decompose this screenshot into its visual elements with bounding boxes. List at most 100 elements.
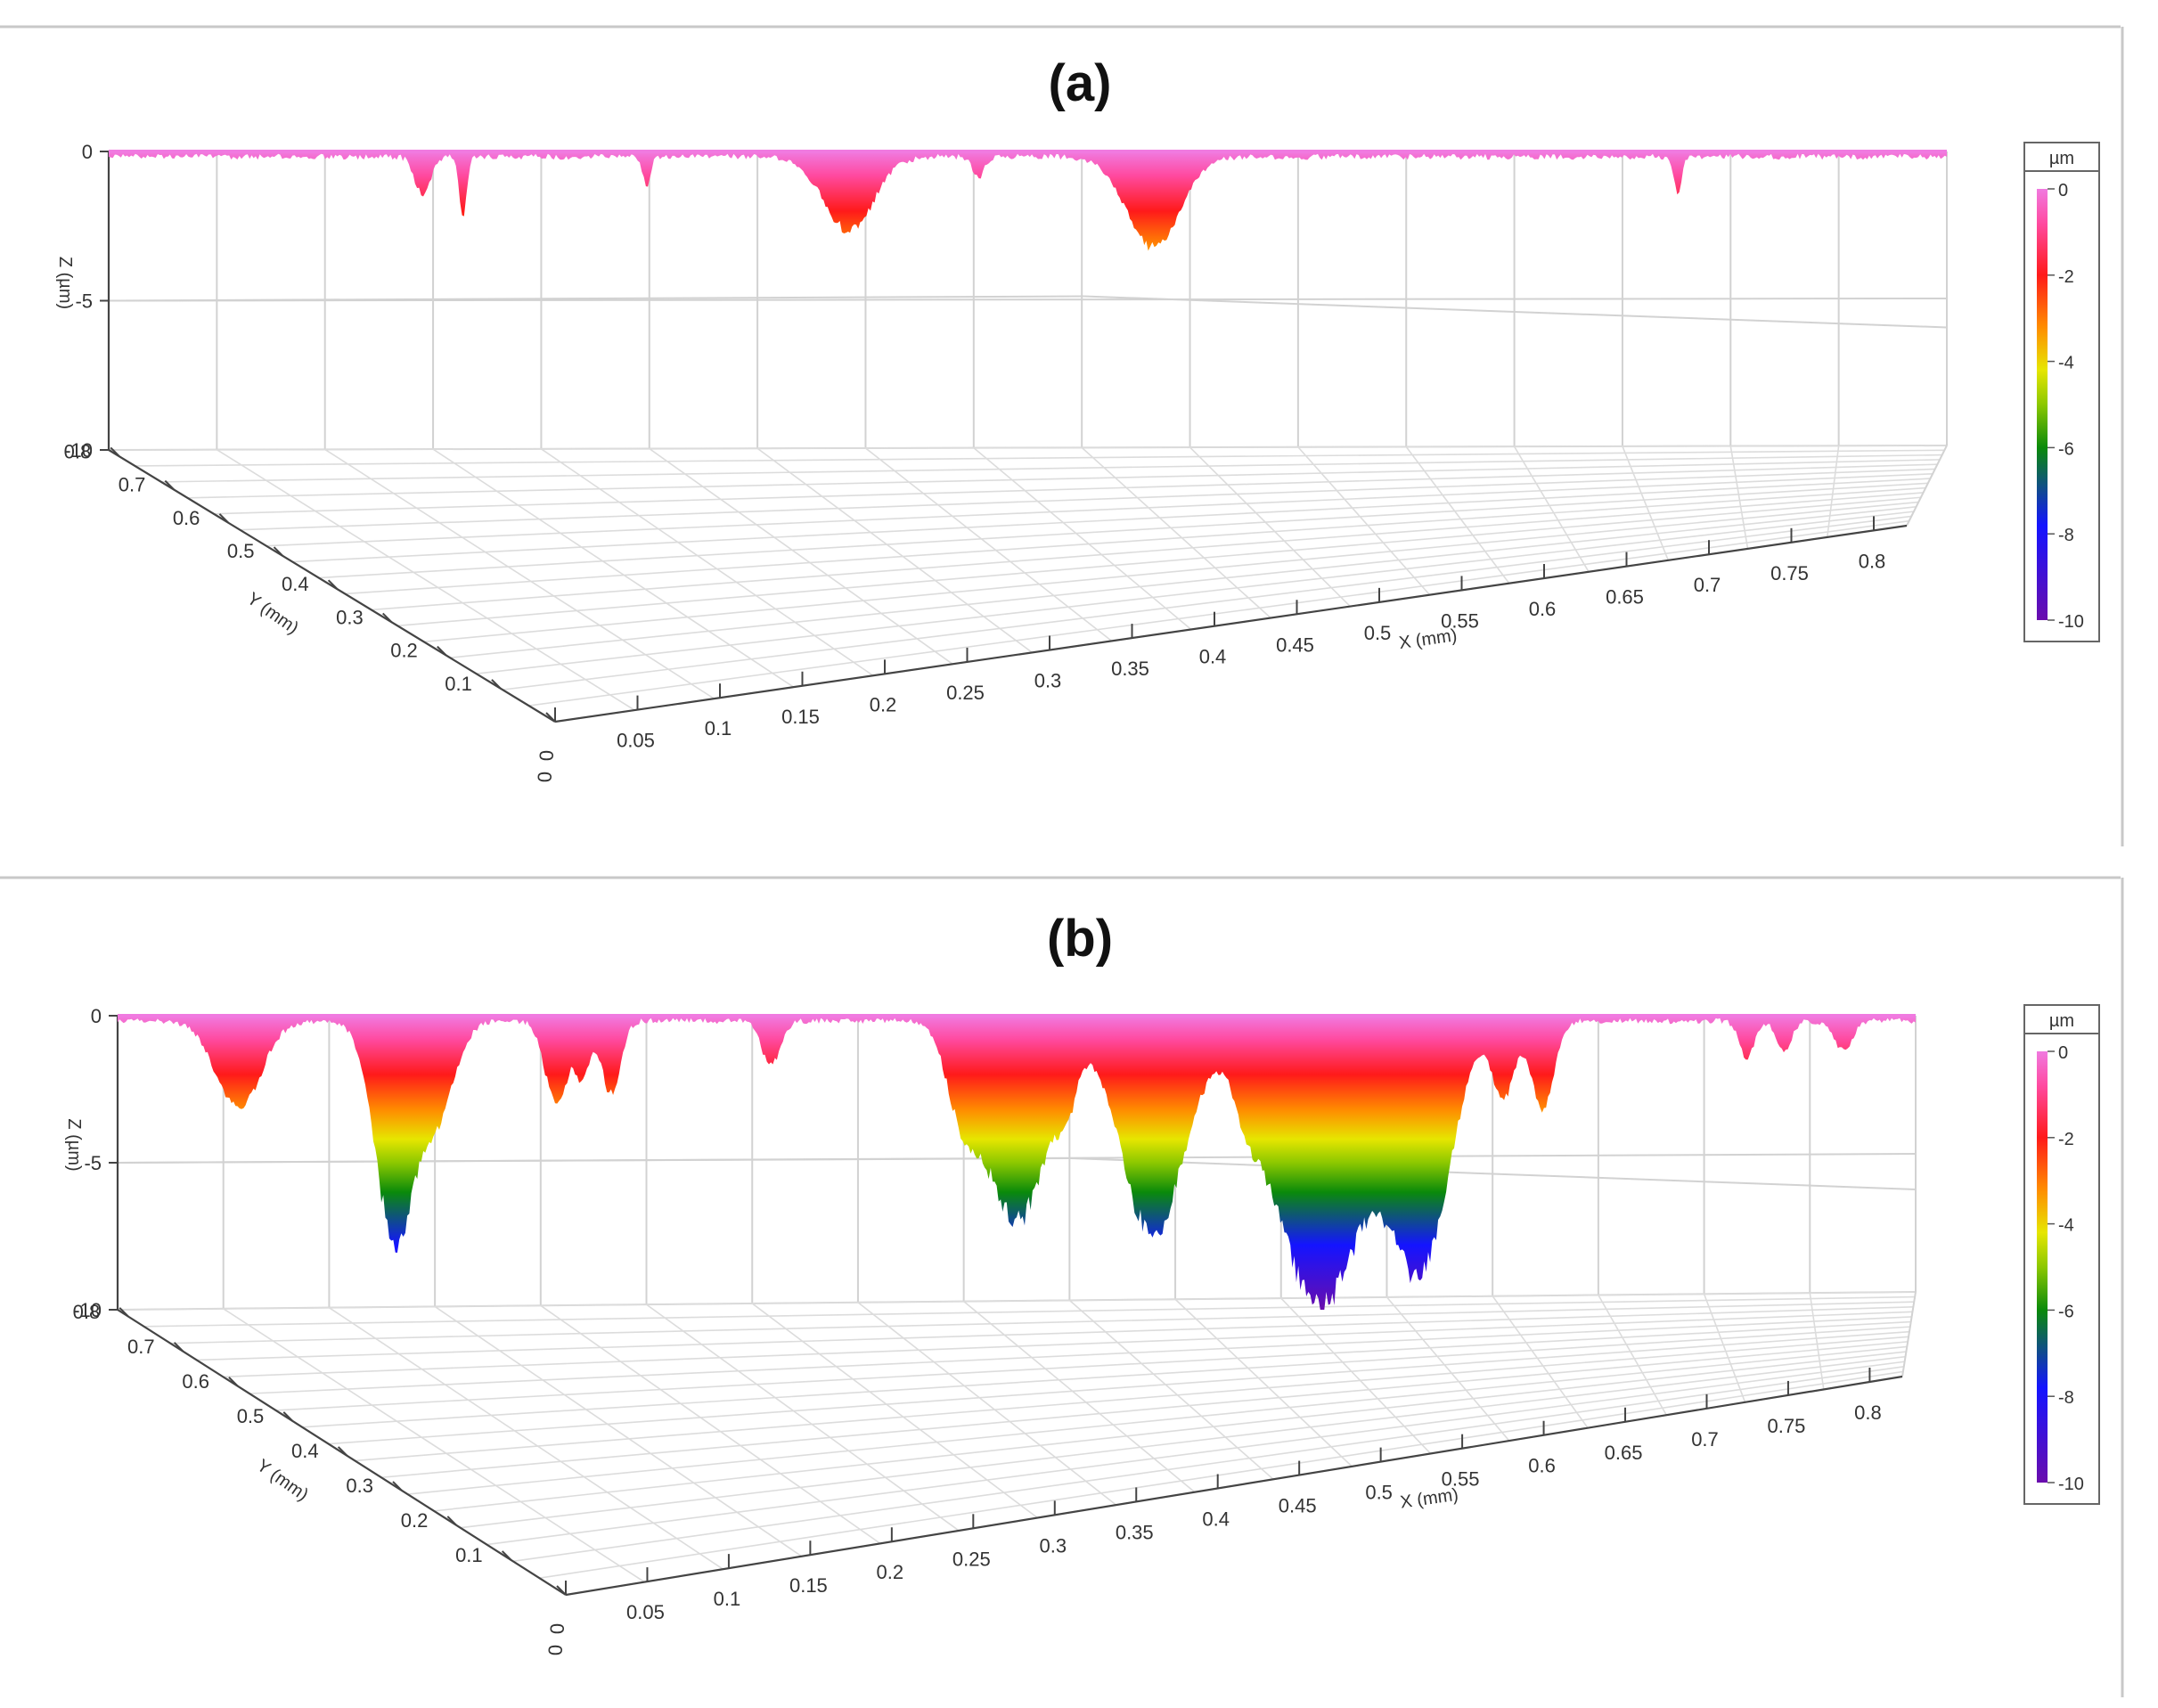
x-tick-label: 0.2 [877, 1561, 904, 1583]
z-axis-label: Z (µm) [55, 257, 75, 309]
floor-gridline-x [751, 1303, 1038, 1519]
floor-gridline-y [302, 1326, 1910, 1428]
y-tick [392, 1481, 403, 1491]
floor-gridline-y [476, 511, 1915, 674]
x-tick-label: 0.7 [1694, 574, 1721, 596]
floor-gridline-y [433, 1351, 1907, 1512]
back-wall-zline [1070, 1157, 1917, 1190]
legend-unit: µm [2049, 1011, 2074, 1031]
y-tick [164, 479, 176, 491]
x-tick-label: 0.3 [1039, 1534, 1067, 1557]
x-tick-label: 0.55 [1442, 1468, 1480, 1491]
floor-gridline-x [963, 1300, 1196, 1493]
floor-gridline-y [170, 1301, 1915, 1344]
floor-gridline-y [196, 1305, 1914, 1361]
x-tick-label: 0.5 [1365, 1482, 1393, 1504]
floor-gridline-y [187, 459, 1941, 499]
z-tick-label: -10 [73, 1299, 102, 1321]
legend-tick-label: -10 [2058, 612, 2084, 632]
floor-gridline-x [434, 1305, 803, 1557]
y-tick [228, 1377, 239, 1387]
floor-gridline-y [512, 1366, 1904, 1563]
legend-unit: µm [2049, 149, 2074, 168]
back-wall-zline [108, 298, 1948, 302]
legend-tick-label: -4 [2058, 1216, 2074, 1236]
floor-gridline-x [1386, 1296, 1510, 1442]
legend-tick-label: 0 [2058, 181, 2068, 200]
panel-a-title: (a) [1048, 54, 1112, 112]
y-tick [382, 612, 393, 624]
y-axis-line [117, 1309, 567, 1596]
z-axis-label: Z (µm) [64, 1118, 84, 1171]
floor-gridline-y [397, 496, 1921, 627]
floor-gridline-y [292, 478, 1931, 563]
y-tick-label: 0.7 [127, 1336, 155, 1358]
x-tick-label: 0.05 [617, 730, 655, 752]
floor-gridline-x [1826, 445, 1840, 538]
z-tick-label: -5 [84, 1152, 102, 1174]
y-tick-label: 0.2 [390, 640, 418, 662]
x-tick-label: 0.1 [714, 1588, 741, 1610]
legend-frame [2023, 142, 2100, 642]
x-tick-label: 0.25 [952, 1548, 991, 1570]
z-tick-label: 0 [82, 141, 93, 163]
floor-gridline-y [380, 1341, 1909, 1479]
z-tick-label: -10 [64, 439, 93, 462]
y-tick-label: 0.4 [282, 573, 309, 595]
legend-color-bar [2037, 1051, 2048, 1483]
x-axis-label: X (mm) [1399, 1485, 1459, 1513]
floor-gridline-x [1729, 445, 1749, 550]
y-axis-line [108, 449, 556, 723]
x-tick-label: 0.6 [1528, 1455, 1556, 1477]
y-tick [491, 679, 502, 690]
z-tick-label: 0 [91, 1005, 102, 1027]
floor-gridline-y [143, 1295, 1916, 1328]
floor-gridline-x [1081, 446, 1271, 619]
colorbar-legend: µm 0 -2 -4 -6 -8 -10 [2023, 1004, 2100, 1505]
y-tick [110, 446, 120, 458]
floor-gridline-x [540, 448, 874, 676]
y-tick [282, 1411, 293, 1422]
x-tick-label: 0.7 [1691, 1428, 1719, 1451]
y-tick-label: 0.5 [237, 1405, 265, 1427]
floor-gridline-x [1297, 446, 1431, 596]
floor-gridline-x [540, 1304, 881, 1545]
floor-gridline-y [266, 472, 1933, 547]
back-wall-zline [108, 295, 1084, 302]
floor-gridline-x [649, 447, 953, 665]
floor-gridline-y [528, 519, 1909, 707]
x-tick-label: 0.6 [1529, 598, 1557, 620]
floor-gridline-y [108, 445, 1948, 451]
grid [108, 151, 1948, 723]
floor-gridline-x [1598, 1295, 1667, 1416]
floor-gridline-y [539, 1370, 1904, 1579]
x-tick-label: 0.35 [1111, 658, 1149, 680]
floor-gridline-y [450, 506, 1917, 659]
y-axis-label: Y (mm) [253, 1456, 312, 1505]
x-tick-label: 0.75 [1770, 562, 1809, 584]
colorbar-legend: µm 0 -2 -4 -6 -8 -10 [2023, 142, 2100, 642]
floor-gridline-y [223, 1311, 1913, 1378]
floor-gridline-x [1068, 1299, 1274, 1480]
x-tick-label: 0.75 [1768, 1415, 1806, 1437]
floor-gridline-y [160, 454, 1942, 483]
floor-gridline-y [117, 1291, 1917, 1311]
x-tick-label: 0.2 [870, 693, 897, 715]
x-tick-label: 0.4 [1199, 646, 1227, 668]
y-tick-label: 0.2 [401, 1509, 429, 1532]
y-tick [218, 513, 230, 524]
floor-gridline-y [328, 1330, 1909, 1445]
x-axis-line [565, 1375, 1903, 1597]
y-tick-label: 0.5 [227, 540, 255, 562]
x-tick-label: 0.3 [1034, 670, 1062, 692]
floor-gridline-y [213, 463, 1938, 515]
x-axis-label: X (mm) [1398, 625, 1459, 653]
floor-gridline-y [345, 486, 1926, 595]
floor-gridline-x [1809, 1293, 1825, 1390]
y-tick [119, 1307, 129, 1318]
y-tick [337, 1446, 348, 1457]
legend-tick-label: -6 [2058, 439, 2074, 459]
y-tick-label: 0 [535, 750, 558, 761]
floor-gridline-x [864, 447, 1113, 642]
